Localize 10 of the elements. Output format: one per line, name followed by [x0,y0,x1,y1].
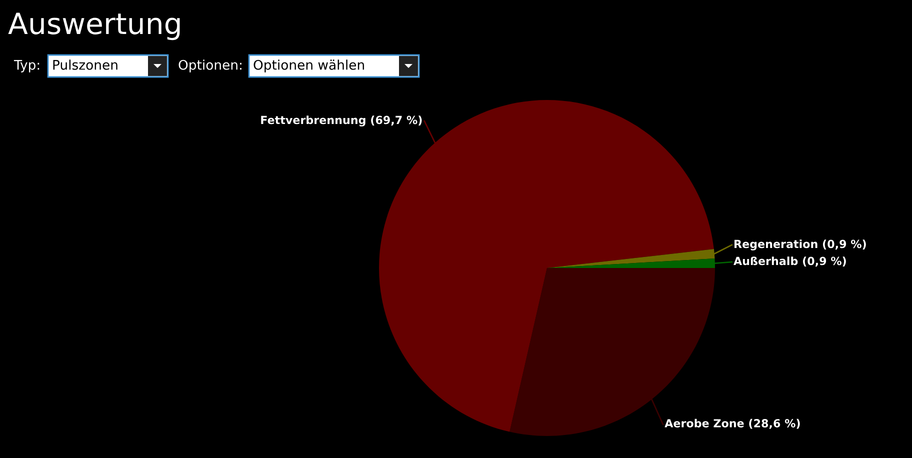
text: Optionen: [178,60,242,72]
chart-title: Auswertung [8,12,180,40]
slice-label: Aerobe Zone (28,6 %) [664,418,800,429]
text: Pulszonen [53,60,118,70]
pie-slice [510,268,715,436]
text: Typ: [14,60,40,72]
text: Optionen wählen [254,60,364,72]
slice-label: Außerhalb (0,9 %) [734,256,846,267]
slice-label: Regeneration (0,9 %) [734,240,866,250]
slice-label: Fettverbrennung (69,7 %) [261,116,422,126]
